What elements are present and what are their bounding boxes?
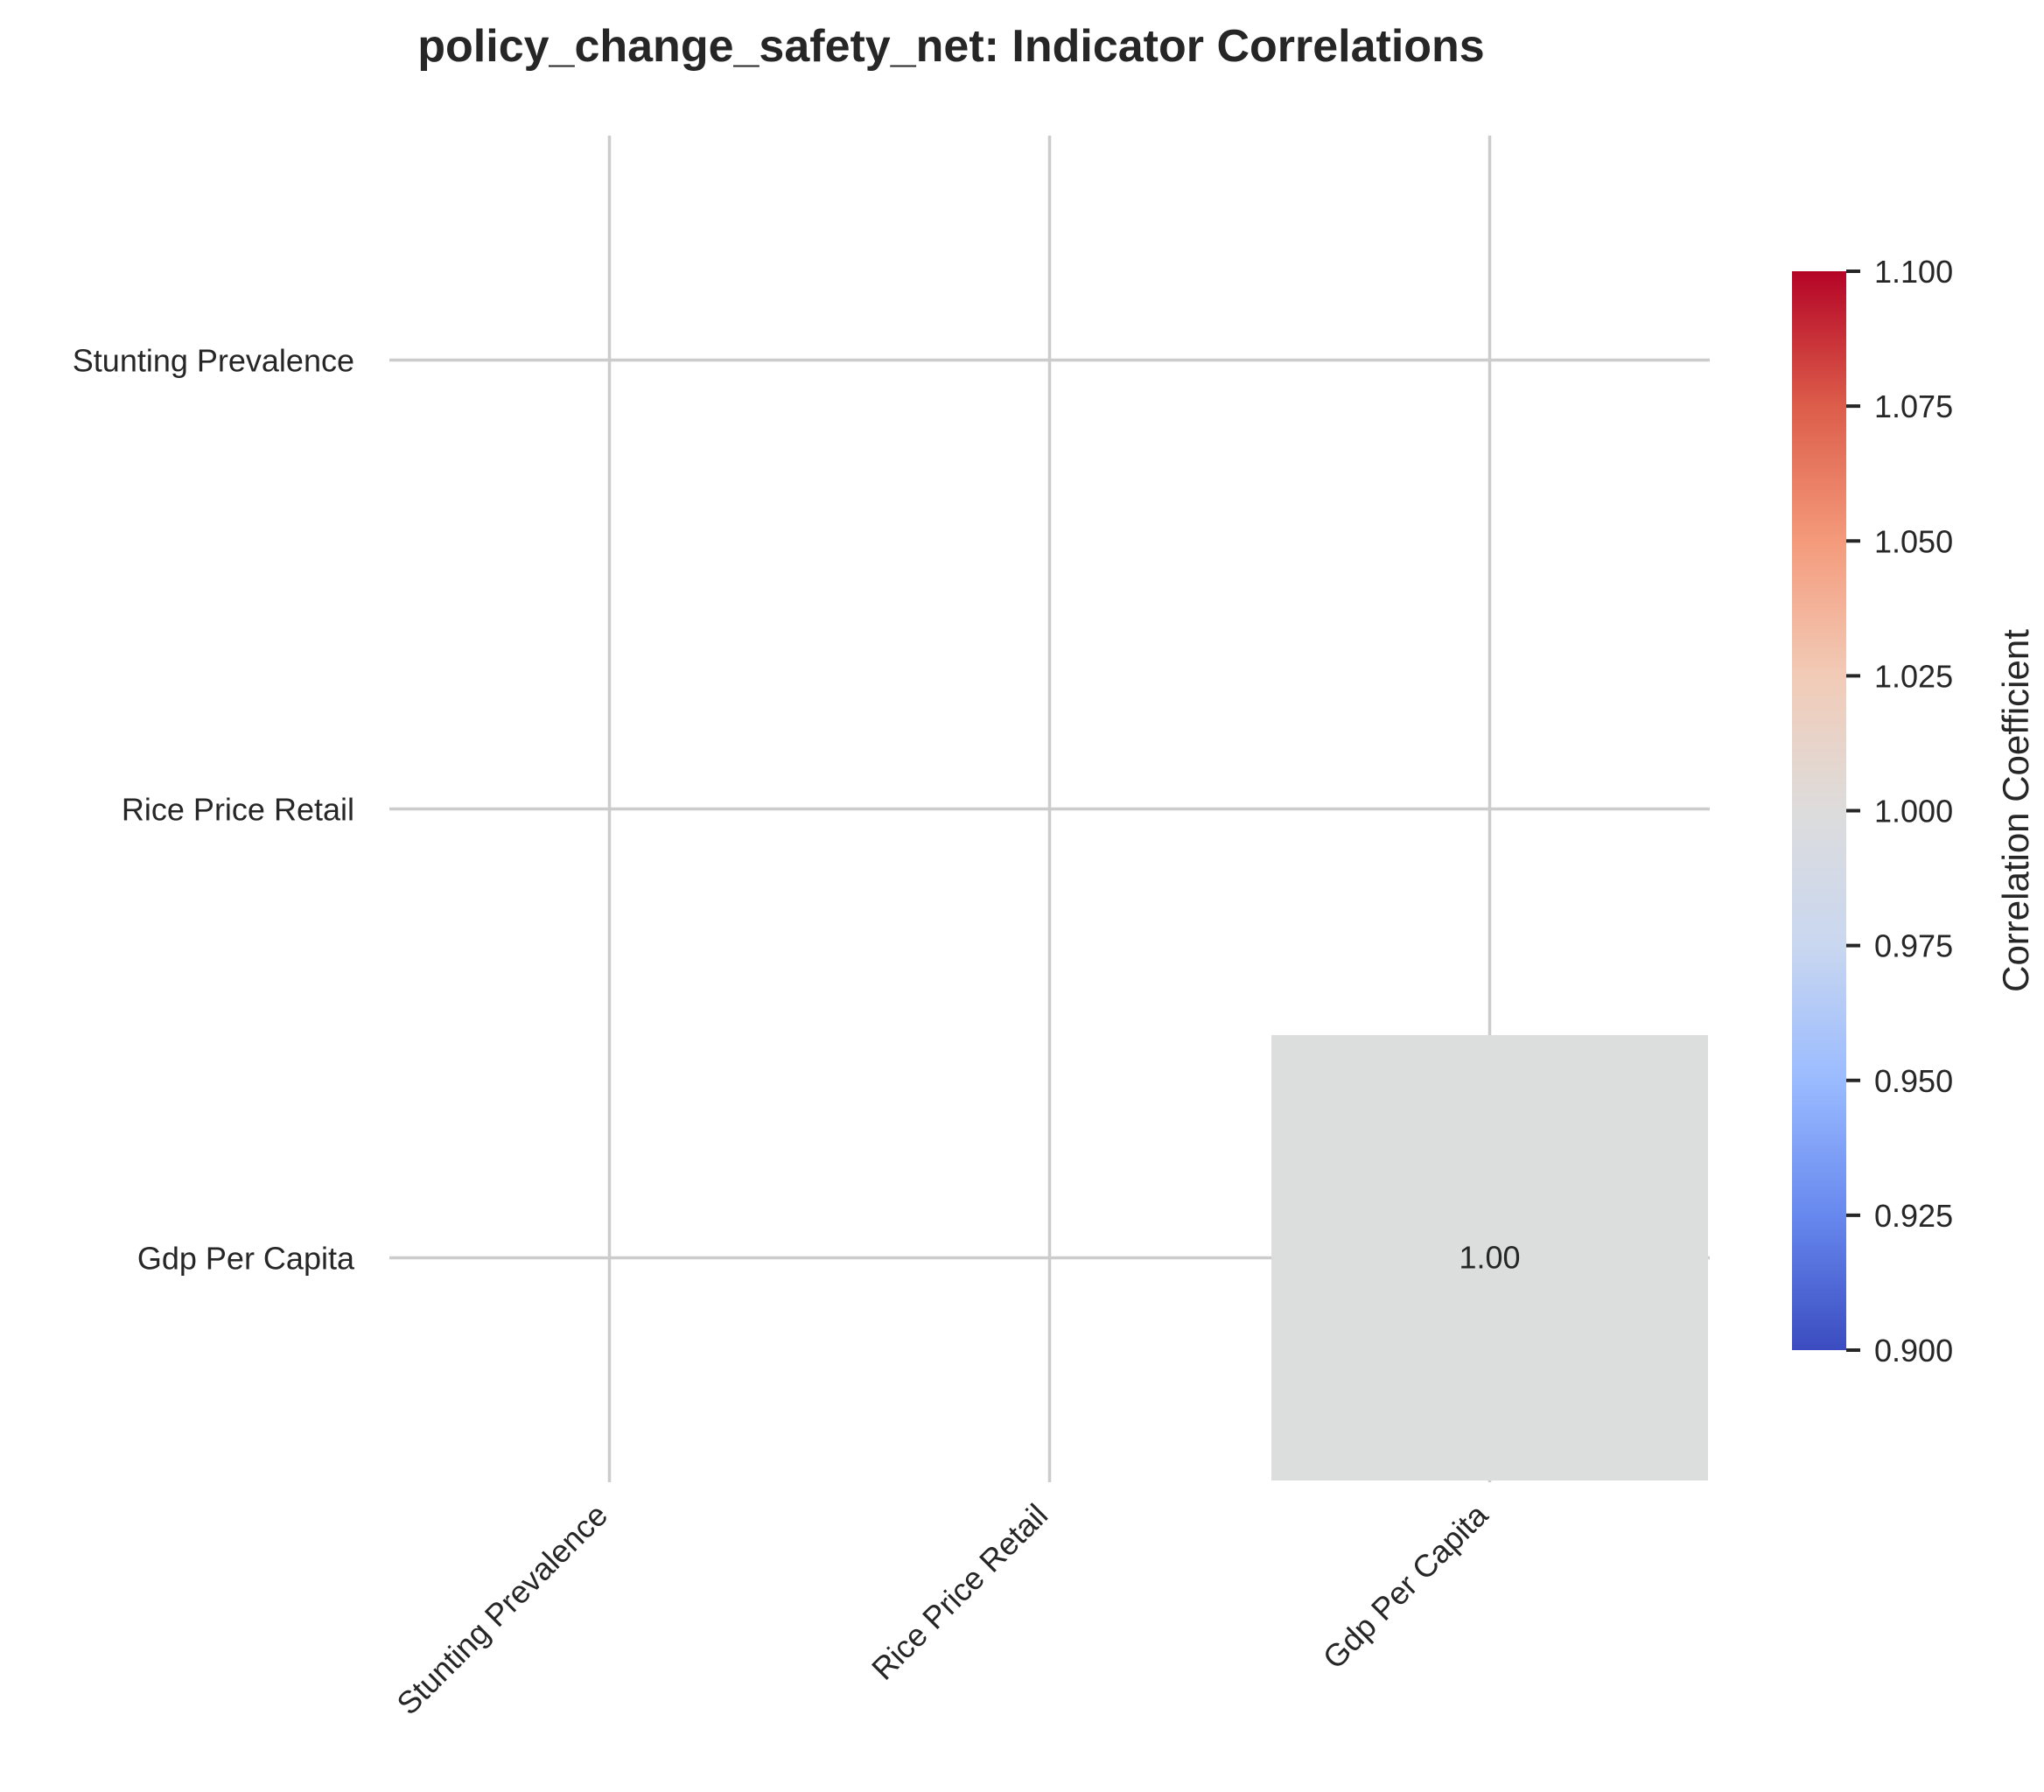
chart-title: policy_change_safety_net: Indicator Corr… — [417, 21, 1484, 72]
colorbar-tick-label: 1.050 — [1874, 523, 1953, 559]
y-tick-labels: Stunting Prevalence Rice Price Retail Gdp … — [73, 343, 355, 1277]
y-tick-label: Stunting Prevalence — [73, 343, 354, 379]
heatmap-cells: 1.00 — [1271, 1035, 1708, 1480]
grid-lines — [389, 136, 1710, 1482]
colorbar-tick-label: 1.000 — [1874, 794, 1953, 830]
colorbar-label: Correlation Coefficient — [1995, 629, 2036, 992]
cell-annotation: 1.00 — [1459, 1240, 1520, 1276]
colorbar-tick-label: 0.950 — [1874, 1063, 1953, 1099]
colorbar-tick-label: 0.925 — [1874, 1198, 1953, 1234]
colorbar-tick-label: 1.100 — [1874, 254, 1953, 290]
colorbar-tick-label: 0.900 — [1874, 1333, 1953, 1368]
colorbar-tick-label: 1.075 — [1874, 388, 1953, 424]
colorbar-tick-label: 0.975 — [1874, 928, 1953, 964]
colorbar-gradient — [1792, 271, 1846, 1350]
x-tick-label: Rice Price Retail — [864, 1497, 1054, 1687]
y-tick-label: Rice Price Retail — [122, 792, 354, 828]
colorbar-tick-label: 1.025 — [1874, 658, 1953, 694]
y-tick-label: Gdp Per Capita — [137, 1241, 355, 1277]
colorbar: 0.900 0.925 0.950 0.975 1.000 1.025 1.050 1.075… — [1792, 254, 2036, 1368]
x-tick-label: Stunting Prevalence — [389, 1497, 614, 1722]
x-tick-labels: Stunting Prevalence Rice Price Retail Gdp … — [389, 1496, 1495, 1722]
heatmap-cell — [1271, 1035, 1708, 1480]
colorbar-ticks: 0.900 0.925 0.950 0.975 1.000 1.025 1.050 1.075… — [1846, 254, 1953, 1368]
x-tick-label: Gdp Per Capita — [1316, 1496, 1495, 1676]
